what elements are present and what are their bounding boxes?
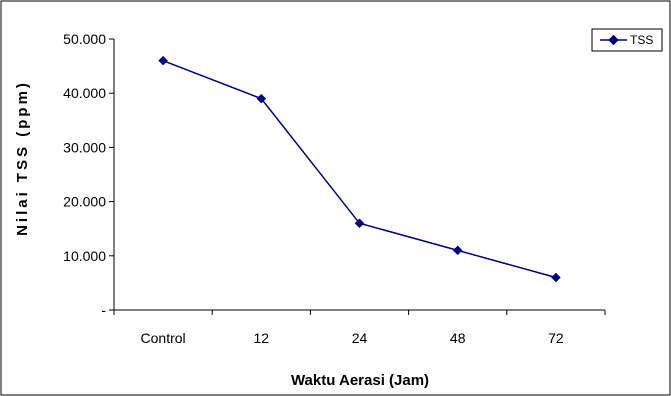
y-tick-label: 40.000 — [63, 85, 106, 101]
y-tick-label: - — [101, 302, 106, 318]
data-point-marker — [551, 272, 561, 283]
x-tick-label: 48 — [450, 330, 466, 346]
x-tick-label: Control — [141, 330, 186, 346]
legend-label-tss: TSS — [630, 33, 653, 47]
y-axis-title: Nilai TSS (ppm) — [14, 80, 31, 236]
x-tick-label: 12 — [254, 330, 270, 346]
data-point-marker — [158, 55, 168, 66]
y-tick-label: 10.000 — [63, 248, 106, 264]
series-layer — [158, 55, 561, 283]
x-tick-label: 72 — [548, 330, 564, 346]
y-axis: - 10.000 20.000 30.000 40.000 50.000 — [63, 31, 115, 318]
data-point-marker — [256, 93, 267, 104]
legend-diamond-icon — [608, 34, 619, 46]
data-point-marker — [354, 218, 365, 229]
y-tick-label: 20.000 — [63, 194, 106, 210]
data-point-marker — [452, 245, 463, 256]
y-tick-label: 50.000 — [63, 31, 106, 47]
x-axis-title: Waktu Aerasi (Jam) — [291, 372, 429, 389]
y-tick-label: 30.000 — [63, 139, 106, 155]
x-axis: Control 12 24 48 72 — [113, 309, 606, 346]
x-tick-label: 24 — [352, 330, 368, 346]
legend: TSS — [591, 28, 663, 52]
